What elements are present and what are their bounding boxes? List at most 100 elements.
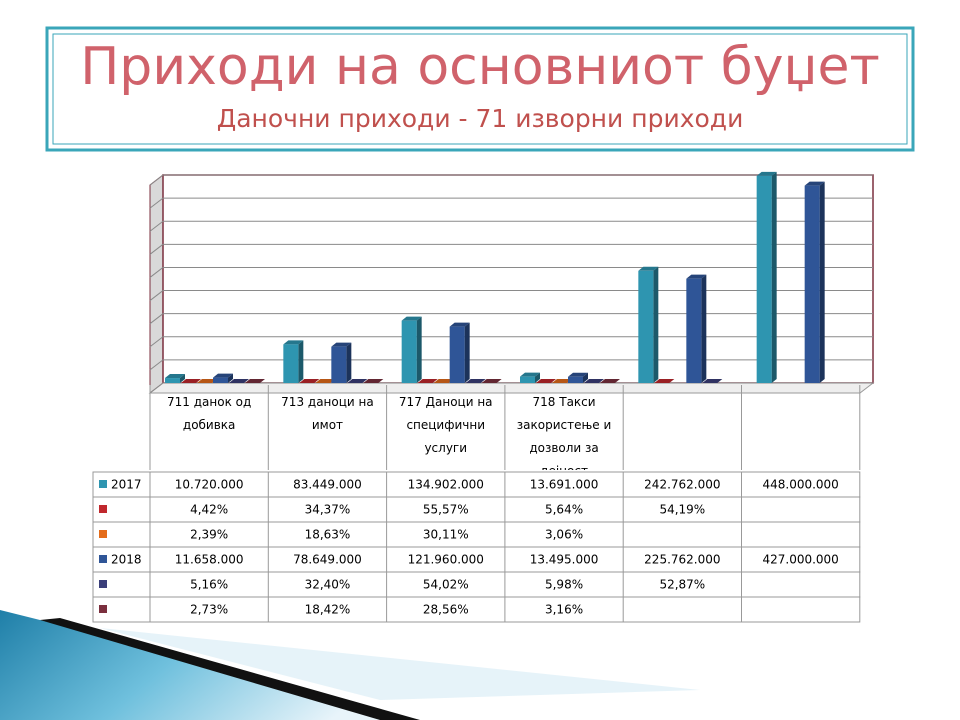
legend-swatch [99,480,107,488]
grid-line-wall [149,174,164,186]
plot-area [162,174,874,384]
category-cell: 717 Даноци на специфични услуги [398,395,493,455]
grid-line-wall [149,382,164,394]
bar-side [464,322,470,383]
grid-line-wall [149,313,164,325]
category-cell: 718 Такси закористење и дозволи за дејно… [517,395,612,470]
legend-swatch [99,580,107,588]
bar [686,278,702,383]
bar [804,185,820,383]
category-cell: 711 данок од добивка [167,395,252,432]
table-value: 52,87% [659,578,705,592]
bar-top [229,379,249,383]
grid-line-wall [149,290,164,301]
bar-side [583,372,588,383]
bar [331,346,347,383]
table-value: 225.762.000 [644,553,720,567]
bar-top [417,378,438,383]
chart-subtitle: Даночни приходи - 71 изворни приходи [217,104,744,133]
bar-top [299,378,320,383]
grid-line-wall [149,220,164,232]
table-value: 5,64% [545,503,583,517]
table-value: 55,57% [423,503,469,517]
table-value: 32,40% [305,578,351,592]
bar-top [804,181,825,186]
swoosh-light [100,628,700,700]
bar-top [756,171,777,176]
table-value: 11.658.000 [175,553,244,567]
bar-side [535,372,540,383]
bar-top [536,379,556,383]
title-box-inner [52,33,908,145]
x-tick-label: 711 данок од добивка [167,395,252,432]
swoosh-line [40,618,420,720]
table-value: 54,19% [659,503,705,517]
table-value: 34,37% [305,503,351,517]
bar-top [686,274,707,279]
table-value: 427.000.000 [762,553,838,567]
table-value: 18,42% [305,603,351,617]
bar-top [181,379,201,383]
bar-top [401,316,422,321]
bar-top [283,340,304,345]
table-value: 54,02% [423,578,469,592]
bar [520,376,535,383]
grid-line-wall [149,267,164,278]
bar-side [701,274,707,383]
category-cell: 713 даноци на имот [281,395,374,432]
bar-top [315,379,336,383]
table-row [92,596,861,623]
table-value: 3,06% [545,528,583,542]
bar-top [520,372,540,377]
bar-top [654,378,675,383]
table-value: 83.449.000 [293,478,362,492]
legend-label: 2017 [111,478,142,492]
table-value: 5,98% [545,578,583,592]
bar [401,320,417,383]
title-box [45,26,915,152]
table-value: 10.720.000 [175,478,244,492]
table-value: 448.000.000 [762,478,838,492]
table-value: 28,56% [423,603,469,617]
bar-side [228,373,233,383]
grid-line-wall [149,197,164,209]
table-value: 30,11% [423,528,469,542]
table-value: 13.495.000 [530,553,599,567]
table-value: 242.762.000 [644,478,720,492]
table-value: 4,42% [190,503,228,517]
bar-top [702,378,723,383]
bar-top [347,379,368,383]
x-tick-label: 717 Даноци на специфични услуги [398,395,493,455]
table-value: 18,63% [305,528,351,542]
table-value: 5,16% [190,578,228,592]
table-value: 13.691.000 [530,478,599,492]
bar [449,326,465,383]
legend-swatch [99,555,107,563]
grid-line-wall [149,336,164,348]
bar-top [600,379,620,383]
chart-title: Приходи на основниот буџет [80,37,880,97]
bar-top [449,322,470,327]
bar-side [346,342,352,383]
bar [283,344,299,383]
bar-top [568,372,588,377]
bar-top [433,379,454,383]
bar [165,378,180,383]
x-tick-label: 713 даноци на имот [281,395,374,432]
bar-top [363,379,384,383]
grid-line-wall [149,243,164,255]
bar-side [819,181,825,383]
grid-line-wall [149,359,164,371]
bar-side [416,316,422,383]
bar-top [465,378,486,383]
bar-top [584,379,604,383]
bar-side [180,374,185,383]
bar [213,377,228,383]
bar-side [653,266,659,383]
table-value: 121.960.000 [408,553,484,567]
bar-top [165,374,185,379]
bar-top [213,373,233,378]
bar-top [331,342,352,347]
bar [756,175,772,383]
